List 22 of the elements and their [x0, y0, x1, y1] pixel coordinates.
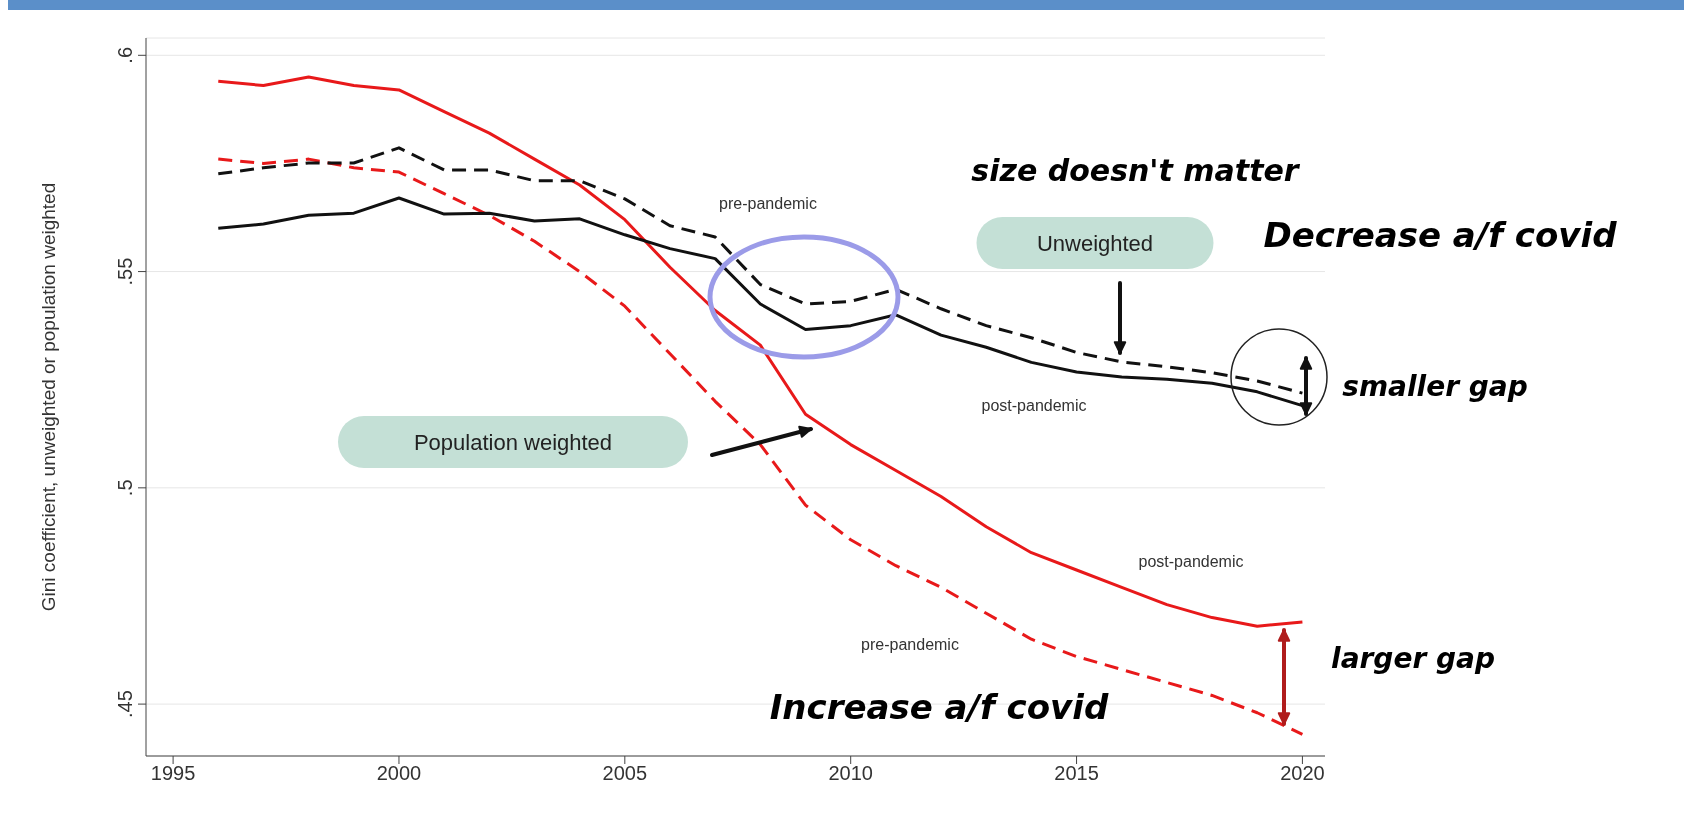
x-tick-label: 2000 — [376, 762, 422, 785]
annotation: size doesn't matter — [971, 152, 1301, 188]
x-tick-label: 1995 — [150, 762, 196, 785]
y-axis-title: Gini coefficient, unweighted or population weighted — [37, 182, 59, 612]
annotation: pre-pandemic — [719, 194, 817, 212]
annotation: Decrease a/f covid — [1263, 215, 1618, 255]
y-tick-label: .6 — [114, 46, 136, 64]
x-tick-label: 2020 — [1280, 762, 1325, 785]
annotation: Unweighted — [1036, 230, 1154, 256]
text: larger gap — [1331, 641, 1495, 675]
annotation: pre-pandemic — [861, 635, 959, 653]
x-tick-label: 2015 — [1054, 762, 1099, 785]
y-tick-label: .55 — [114, 257, 136, 286]
text: smaller gap — [1342, 369, 1528, 403]
x-tick-label: 2010 — [828, 762, 873, 785]
y-tick-label: .5 — [114, 479, 136, 497]
annotation: post-pandemic — [1138, 552, 1244, 570]
annotation: post-pandemic — [981, 396, 1087, 414]
y-tick-label: .45 — [114, 690, 136, 718]
x-tick-label: 2005 — [602, 762, 648, 785]
annotation: Population weighted — [413, 429, 613, 455]
annotation: Increase a/f covid — [769, 687, 1109, 727]
